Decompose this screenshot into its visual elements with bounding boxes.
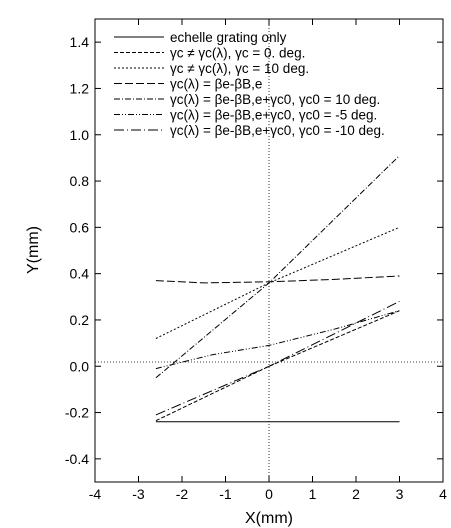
x-tick-label: -1 <box>219 486 232 502</box>
legend-label: γc(λ) = βe-βB,e+γc0, γc0 = 10 deg. <box>170 92 380 107</box>
legend-label: γc ≠ γc(λ), γc = 10 deg. <box>170 61 309 76</box>
x-tick-label: 2 <box>352 486 360 502</box>
series-layer <box>155 155 400 423</box>
series-line-6 <box>155 310 400 370</box>
y-tick-label: 0.6 <box>70 219 90 235</box>
legend-label: γc(λ) = βe-βB,e+γc0, γc0 = -5 deg. <box>170 108 377 123</box>
y-tick-label: 0.8 <box>70 173 90 189</box>
y-tick-label: 1.2 <box>70 80 90 96</box>
y-axis-label: Y(mm) <box>25 226 42 274</box>
y-tick-label: 0.0 <box>70 358 90 374</box>
y-tick-label: 0.4 <box>70 266 90 282</box>
y-tick-label: 0.2 <box>70 312 90 328</box>
x-tick-label: 1 <box>309 486 317 502</box>
series-line-5 <box>155 155 400 379</box>
legend-label: echelle grating only <box>170 30 287 45</box>
y-tick-label: -0.2 <box>65 405 89 421</box>
y-tick-label: 1.4 <box>70 34 90 50</box>
x-tick-label: -2 <box>176 486 189 502</box>
x-tick-label: 0 <box>265 486 273 502</box>
axis-ticks: -4 -3 -2 -1 0 1 2 3 4 -0.4 -0.2 0.0 0.2 0.4 0.6 0.8 1.0 1… <box>65 19 447 502</box>
x-tick-label: -4 <box>89 486 102 502</box>
series-line-7 <box>155 300 400 416</box>
y-tick-label: 1.0 <box>70 127 90 143</box>
x-axis-label: X(mm) <box>245 510 293 527</box>
legend-label: γc(λ) = βe-βB,e+γc0, γc0 = -10 deg. <box>170 123 385 138</box>
series-line-3 <box>155 226 400 339</box>
x-tick-label: -3 <box>132 486 145 502</box>
x-tick-label: 4 <box>439 486 447 502</box>
legend-label: γc ≠ γc(λ), γc = 0. deg. <box>170 46 305 61</box>
y-tick-label: -0.4 <box>65 451 89 467</box>
legend-label: γc(λ) = βe-βB,e <box>170 77 262 92</box>
series-line-4 <box>155 275 400 284</box>
series-line-2 <box>155 310 400 422</box>
x-tick-label: 3 <box>396 486 404 502</box>
